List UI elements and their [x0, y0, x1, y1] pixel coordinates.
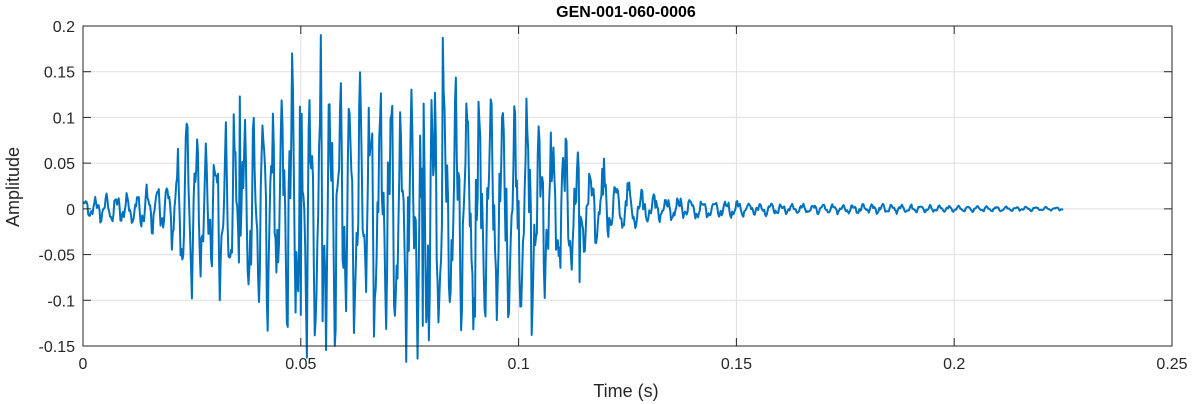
y-axis-label: Amplitude	[3, 147, 23, 227]
waveform-line	[82, 34, 1064, 363]
x-ticks: 0 0.05 0.1 0.15 0.2 0.25	[79, 26, 1188, 373]
x-tick-label: 0.25	[1156, 356, 1187, 373]
y-tick-label: 0.1	[53, 110, 75, 127]
axes-box	[82, 25, 1173, 347]
y-tick-label: 0.15	[44, 65, 75, 82]
y-tick-label: 0.2	[53, 19, 75, 36]
y-tick-label: 0.05	[44, 156, 75, 173]
y-tick-label: -0.1	[47, 293, 75, 310]
chart-title: GEN-001-060-0006	[556, 4, 696, 21]
x-tick-label: 0.1	[507, 356, 529, 373]
x-tick-label: 0	[79, 356, 88, 373]
y-tick-label: -0.15	[39, 339, 76, 356]
x-tick-label: 0.2	[943, 356, 965, 373]
y-ticks: -0.15 -0.1 -0.05 0 0.05 0.1 0.15 0.2	[39, 19, 1172, 356]
x-tick-label: 0.05	[285, 356, 316, 373]
plot-area	[82, 34, 1064, 363]
y-tick-label: -0.05	[39, 248, 76, 265]
x-axis-label: Time (s)	[593, 381, 658, 401]
y-tick-label: 0	[66, 202, 75, 219]
x-tick-label: 0.15	[721, 356, 752, 373]
